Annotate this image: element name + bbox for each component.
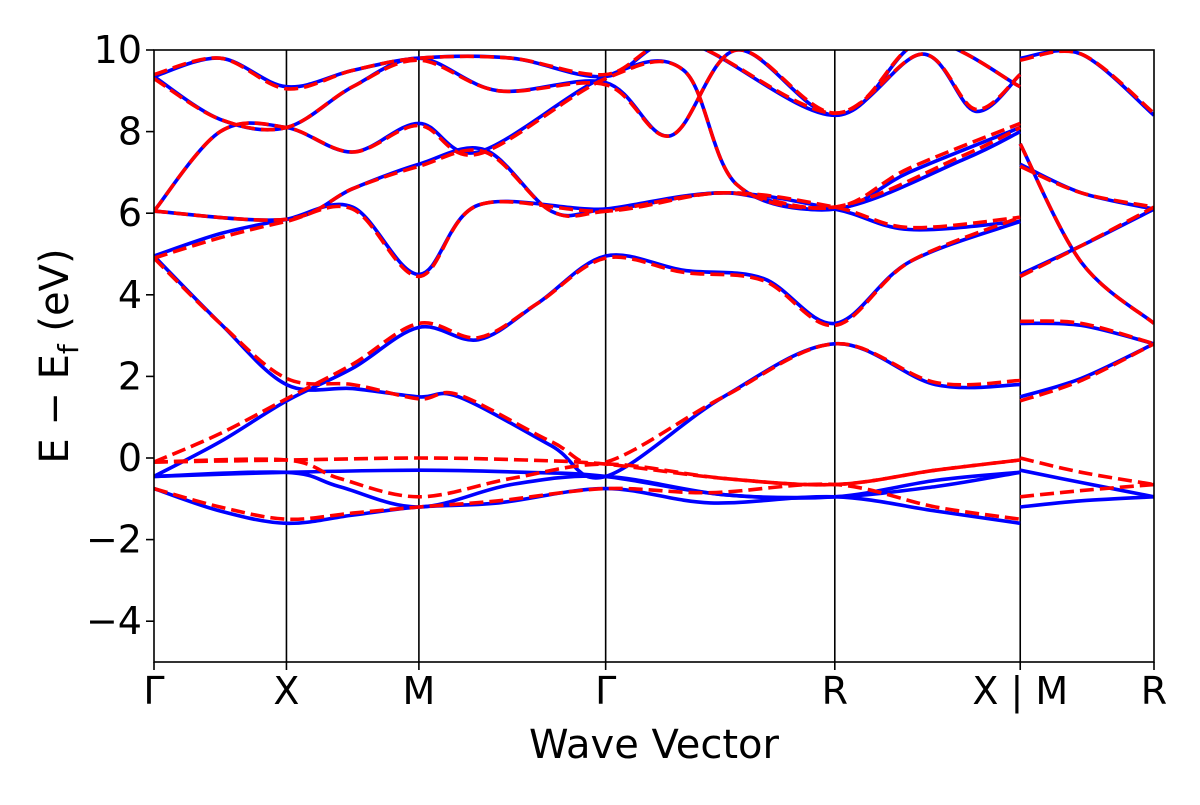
- x-axis-label: Wave Vector: [529, 722, 780, 768]
- y-tick-label: −4: [86, 599, 142, 643]
- y-tick-label: 10: [94, 28, 142, 72]
- x-tick-label: Γ: [595, 669, 616, 713]
- bands-layer: [154, 50, 1154, 526]
- y-axis-label-main: E − E: [32, 354, 78, 464]
- dashed-band-line: [154, 50, 1022, 115]
- y-tick-label: 2: [118, 354, 142, 398]
- y-tick-label: −2: [86, 518, 142, 562]
- x-tick-label: R: [1141, 669, 1167, 713]
- kpoint-divider-lines: [285, 50, 1022, 662]
- dashed-band-line: [154, 457, 1021, 499]
- y-tick-label: 0: [118, 436, 142, 480]
- y-tick-label: 8: [118, 110, 142, 154]
- y-tick-label: 6: [118, 191, 142, 235]
- solid-band-line: [154, 129, 1021, 222]
- y-axis-label-unit: (eV): [32, 248, 78, 344]
- x-axis-ticks: Γ X M Γ R X | M R: [143, 662, 1167, 714]
- y-axis-ticks: −4 −2 0 2 4 6 8 10: [86, 28, 154, 643]
- dashed-band-line: [154, 190, 1021, 279]
- dashed-band-line: [1020, 482, 1154, 499]
- plot-frame: [153, 49, 1155, 663]
- x-tick-label: X | M: [972, 669, 1068, 714]
- x-tick-label: M: [403, 669, 436, 713]
- plot-area-background: [154, 50, 1154, 662]
- dashed-band-line: [154, 215, 1021, 464]
- dashed-band-line: [154, 256, 1021, 466]
- dashed-band-line: [154, 482, 1021, 522]
- dashed-band-line: [154, 125, 1021, 222]
- x-tick-label: R: [822, 669, 848, 713]
- x-tick-label: X: [273, 669, 299, 713]
- dashed-bands-series: [154, 50, 1154, 522]
- dashed-band-line: [1018, 142, 1154, 325]
- dashed-band-line: [1020, 319, 1154, 346]
- x-tick-label: Γ: [143, 669, 164, 713]
- solid-band-line: [1019, 468, 1154, 499]
- dashed-band-line: [1019, 205, 1154, 279]
- dashed-band-line: [1019, 342, 1154, 403]
- dashed-band-line: [1019, 164, 1154, 209]
- solid-band-line: [1020, 495, 1154, 509]
- y-tick-label: 4: [118, 273, 142, 317]
- dashed-band-line: [154, 456, 1021, 487]
- dashed-band-line: [1019, 50, 1154, 115]
- y-axis-label: E − Ef (eV): [32, 248, 85, 463]
- dashed-band-line: [154, 50, 1022, 138]
- solid-band-line: [154, 470, 1021, 509]
- y-axis-label-subscript: f: [52, 343, 85, 354]
- dashed-band-line: [1019, 456, 1154, 487]
